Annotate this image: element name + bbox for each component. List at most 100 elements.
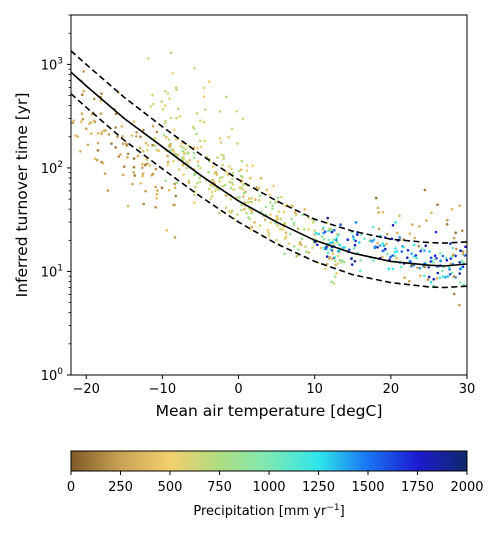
colorbar-tick-label: 250 bbox=[108, 480, 133, 495]
data-point bbox=[146, 148, 149, 152]
colorbar-tick-label: 1750 bbox=[401, 480, 434, 495]
data-point bbox=[402, 245, 405, 249]
data-point bbox=[274, 201, 277, 204]
data-point bbox=[359, 259, 363, 262]
data-point bbox=[264, 205, 268, 209]
data-point bbox=[290, 217, 293, 221]
data-point bbox=[86, 143, 90, 147]
colorbar-label: Precipitation [mm yr−1] bbox=[193, 503, 344, 519]
data-point bbox=[149, 105, 153, 108]
data-point bbox=[230, 127, 234, 131]
data-point bbox=[317, 232, 320, 236]
data-point bbox=[266, 229, 270, 232]
data-point bbox=[297, 248, 300, 252]
data-point bbox=[426, 278, 430, 281]
data-point bbox=[114, 126, 117, 129]
data-point bbox=[238, 196, 241, 199]
data-point bbox=[329, 248, 332, 251]
data-point bbox=[164, 89, 167, 93]
data-point bbox=[173, 236, 177, 239]
data-point bbox=[228, 165, 231, 168]
colorbar-tick-label: 2000 bbox=[450, 480, 483, 495]
y-tick-label: 102 bbox=[41, 160, 63, 177]
x-axis-title: Mean air temperature [degC] bbox=[156, 402, 383, 420]
data-point bbox=[231, 209, 234, 213]
data-point bbox=[142, 128, 145, 132]
data-point bbox=[300, 237, 304, 240]
data-point bbox=[151, 124, 155, 128]
data-point bbox=[279, 227, 282, 231]
data-point bbox=[132, 171, 136, 174]
data-point bbox=[281, 228, 285, 231]
data-point bbox=[141, 174, 144, 178]
data-point bbox=[335, 238, 338, 242]
data-point bbox=[439, 251, 442, 255]
data-point bbox=[444, 256, 448, 260]
data-point bbox=[121, 142, 125, 145]
data-point bbox=[99, 112, 103, 115]
data-point bbox=[216, 156, 219, 159]
data-point bbox=[126, 152, 130, 156]
data-point bbox=[429, 260, 433, 263]
data-point bbox=[171, 71, 174, 75]
data-point bbox=[130, 134, 134, 137]
data-point bbox=[250, 210, 253, 213]
data-point bbox=[177, 168, 181, 171]
data-point bbox=[198, 180, 202, 184]
data-point bbox=[298, 241, 302, 244]
data-point bbox=[373, 246, 377, 250]
data-point bbox=[222, 157, 225, 160]
data-point bbox=[173, 128, 176, 132]
data-point bbox=[136, 154, 140, 158]
data-point bbox=[448, 242, 452, 245]
plot-frame bbox=[70, 14, 468, 376]
data-point bbox=[184, 148, 187, 151]
data-point bbox=[221, 175, 224, 179]
data-point bbox=[333, 228, 336, 232]
data-point bbox=[268, 193, 272, 196]
data-point bbox=[386, 252, 389, 256]
data-point bbox=[448, 266, 451, 269]
data-point bbox=[409, 260, 412, 263]
data-point bbox=[412, 243, 416, 247]
data-point bbox=[166, 163, 170, 166]
data-point bbox=[142, 202, 145, 206]
data-point bbox=[304, 245, 307, 248]
data-point bbox=[162, 134, 166, 137]
data-point bbox=[430, 211, 433, 215]
data-point bbox=[459, 249, 462, 252]
data-point bbox=[458, 272, 462, 275]
data-point bbox=[155, 148, 158, 152]
data-point bbox=[459, 281, 462, 284]
data-point bbox=[307, 251, 311, 254]
data-point bbox=[202, 95, 206, 98]
data-point bbox=[336, 254, 340, 258]
data-point bbox=[196, 181, 199, 185]
data-point bbox=[168, 97, 171, 100]
data-point bbox=[163, 121, 167, 125]
data-point bbox=[460, 266, 463, 270]
data-point bbox=[232, 188, 235, 191]
data-point bbox=[174, 86, 178, 89]
data-point bbox=[311, 221, 315, 224]
data-point bbox=[324, 267, 327, 271]
data-point bbox=[322, 231, 325, 235]
data-point bbox=[376, 206, 380, 210]
data-point bbox=[182, 156, 185, 159]
data-point bbox=[269, 201, 272, 204]
data-point bbox=[218, 176, 222, 180]
y-tick-label: 101 bbox=[41, 263, 63, 280]
data-point bbox=[198, 176, 201, 180]
data-point bbox=[445, 259, 449, 262]
data-point bbox=[319, 246, 323, 250]
data-point bbox=[374, 196, 378, 200]
data-point bbox=[245, 164, 249, 167]
data-point bbox=[389, 255, 392, 259]
data-point bbox=[432, 278, 436, 281]
data-point bbox=[248, 197, 251, 200]
data-point bbox=[257, 186, 261, 190]
data-point bbox=[276, 224, 279, 227]
data-point bbox=[327, 229, 330, 233]
data-point bbox=[424, 244, 428, 248]
data-point bbox=[116, 135, 119, 138]
